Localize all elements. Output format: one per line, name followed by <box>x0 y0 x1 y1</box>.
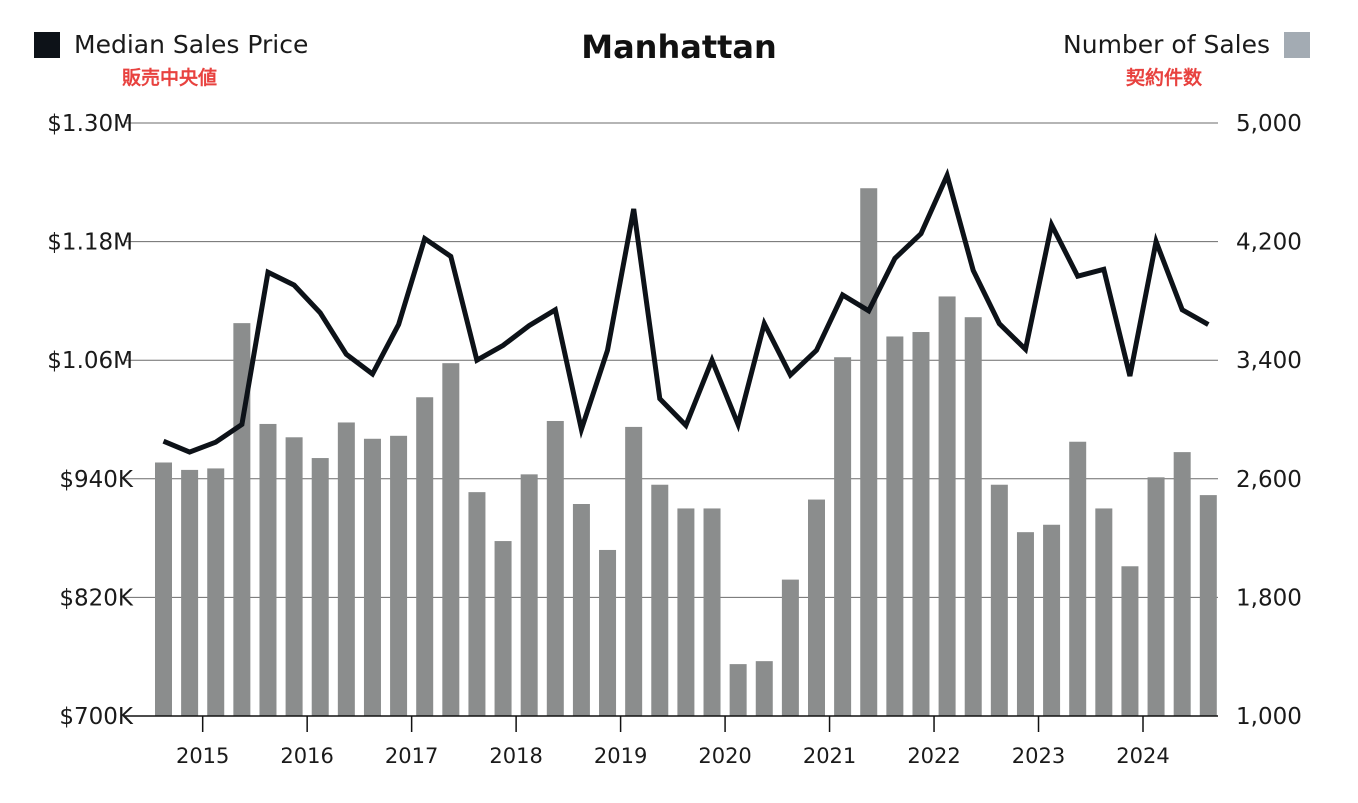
median-price-line <box>162 168 1210 455</box>
bar-2023-Q4 <box>1095 508 1113 716</box>
bar-2019-Q1 <box>599 549 617 716</box>
bar-2018-Q1 <box>494 541 512 716</box>
bar-2022-Q2 <box>938 296 956 716</box>
median-price-swatch <box>34 31 60 58</box>
x-tick-label-2021: 2021 <box>803 744 856 768</box>
y-left-tick-label: $1.18M <box>47 230 133 256</box>
bar-2016-Q4 <box>363 438 381 716</box>
x-tick-label-2015: 2015 <box>176 744 229 768</box>
bar-2023-Q3 <box>1069 441 1087 716</box>
x-tick-label-2017: 2017 <box>385 744 438 768</box>
y-axis-right-ticks: 5,000 4,200 3,400 2,600 1,800 1,000 <box>1236 111 1302 730</box>
x-tick-label-2022: 2022 <box>907 744 960 768</box>
bar-2021-Q3 <box>860 188 878 717</box>
bar-2020-Q2 <box>729 664 747 716</box>
y-right-tick-label: 4,200 <box>1236 230 1302 256</box>
line-median-sales-price <box>162 168 1210 455</box>
bar-2017-Q4 <box>468 492 486 716</box>
bar-2016-Q2 <box>311 458 329 716</box>
bar-2024-Q1 <box>1121 566 1139 716</box>
chart-title: Manhattan <box>581 28 777 66</box>
axes <box>125 715 1218 732</box>
bar-2018-Q4 <box>572 504 590 716</box>
y-right-tick-label: 3,400 <box>1236 348 1302 374</box>
bar-2016-Q3 <box>337 422 355 716</box>
bar-2022-Q4 <box>990 484 1008 716</box>
bar-2015-Q2 <box>207 468 225 716</box>
bar-2018-Q2 <box>520 474 538 716</box>
x-tick-label-2019: 2019 <box>594 744 647 768</box>
bar-2022-Q1 <box>912 332 930 716</box>
x-tick-label-2023: 2023 <box>1012 744 1065 768</box>
bar-2020-Q3 <box>755 661 773 716</box>
bar-2019-Q4 <box>677 508 695 716</box>
bar-2015-Q1 <box>181 469 199 716</box>
y-left-tick-label: $700K <box>59 704 134 730</box>
x-axis-ticks: 2015 2016 2017 2018 2019 2020 2021 2022 2023 2024 <box>176 744 1170 768</box>
bar-2021-Q2 <box>834 357 852 716</box>
x-tick-label-2024: 2024 <box>1116 744 1169 768</box>
bar-2017-Q3 <box>442 363 460 716</box>
bar-2022-Q3 <box>964 317 982 716</box>
y-left-tick-label: $1.30M <box>47 111 133 137</box>
bar-2023-Q1 <box>1016 532 1034 716</box>
bar-2016-Q1 <box>285 437 303 716</box>
bar-2024-Q2 <box>1147 477 1165 716</box>
bar-2023-Q2 <box>1043 524 1061 716</box>
legend-number-of-sales: Number of Sales 契約件数 <box>1063 30 1310 90</box>
y-left-tick-label: $940K <box>59 467 134 493</box>
bar-2015-Q3 <box>233 323 251 716</box>
legend-right-label: Number of Sales <box>1063 30 1270 59</box>
legend-right-sub: 契約件数 <box>1125 67 1202 89</box>
bar-2015-Q4 <box>259 423 277 716</box>
y-right-tick-label: 1,000 <box>1236 704 1302 730</box>
x-tick-label-2016: 2016 <box>280 744 333 768</box>
y-right-tick-label: 5,000 <box>1236 111 1302 137</box>
bar-2018-Q3 <box>546 420 564 716</box>
legend-median-sales-price: Median Sales Price 販売中央値 <box>34 30 308 90</box>
bar-2014-Q4 <box>155 462 172 716</box>
y-left-tick-label: $1.06M <box>47 348 133 374</box>
number-of-sales-swatch <box>1284 31 1310 58</box>
bar-2020-Q4 <box>781 579 799 716</box>
bar-2020-Q1 <box>703 508 721 716</box>
x-tick-label-2020: 2020 <box>698 744 751 768</box>
bar-2024-Q3 <box>1173 452 1191 716</box>
bar-2017-Q1 <box>390 435 408 716</box>
bar-2024-Q4 <box>1199 495 1217 716</box>
bar-2021-Q4 <box>886 336 904 716</box>
bars-number-of-sales <box>155 188 1217 717</box>
x-tick-label-2018: 2018 <box>489 744 542 768</box>
bar-2019-Q3 <box>651 484 669 716</box>
legend-left-sub: 販売中央値 <box>122 67 218 89</box>
bar-2019-Q2 <box>625 426 643 716</box>
y-right-tick-label: 1,800 <box>1236 585 1302 611</box>
bar-2021-Q1 <box>808 499 825 716</box>
legend-left-label: Median Sales Price <box>74 30 309 59</box>
y-axis-left-ticks: $1.30M $1.18M $1.06M $940K $820K $700K <box>47 111 134 730</box>
y-right-tick-label: 2,600 <box>1236 467 1302 493</box>
gridlines <box>125 122 1218 598</box>
bar-2017-Q2 <box>416 397 434 716</box>
y-left-tick-label: $820K <box>59 585 134 611</box>
